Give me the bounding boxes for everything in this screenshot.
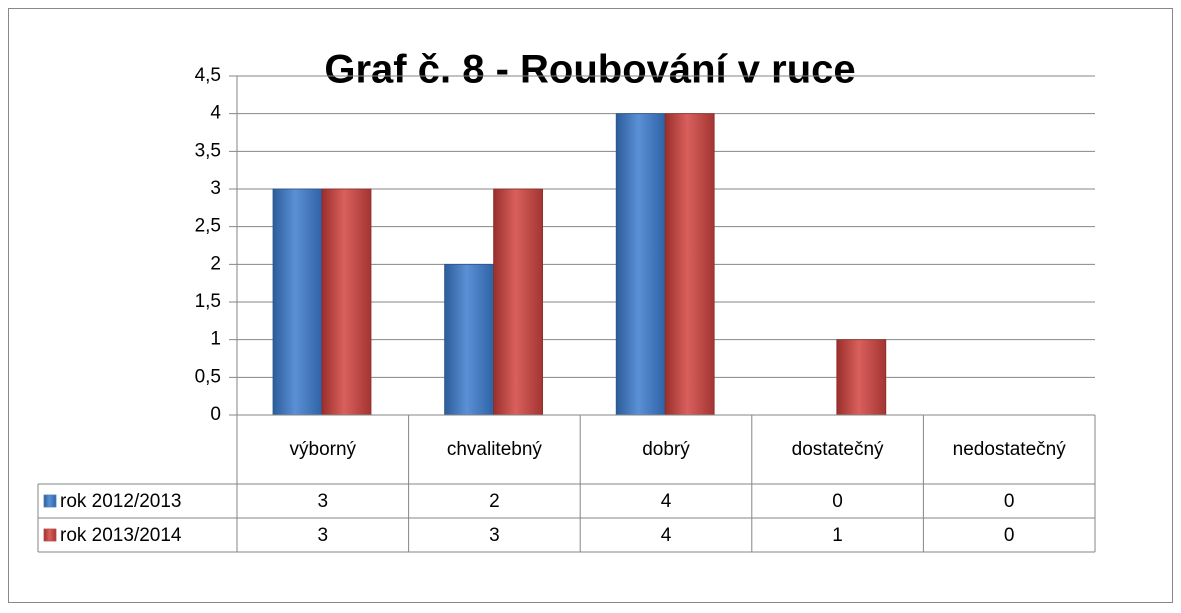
table-value: 3 [318,525,329,546]
bar [444,263,495,416]
legend-swatch [43,494,57,508]
bar [321,188,372,416]
y-tick-label: 2,5 [195,216,221,237]
x-tick-label: nedostatečný [952,438,1066,460]
bar [615,113,666,416]
y-tick-label: 0,5 [195,366,221,387]
table-value: 2 [489,491,500,512]
table-value: 3 [318,491,329,512]
category-cell: chvalitebný [446,438,542,460]
bar [272,188,323,416]
y-tick-label: 4,5 [195,65,221,86]
table-value: 0 [832,491,843,512]
chart-title: Graf č. 8 - Roubování v ruce [324,48,855,92]
x-tick-label: dostatečný [791,438,884,460]
bar [836,339,887,416]
x-tick-label: dobrý [642,438,690,460]
legend-label: rok 2013/2014 [60,525,182,546]
table-value: 1 [832,525,843,546]
table-value: 0 [1004,491,1015,512]
x-tick-label: výborný [289,438,357,460]
table-value: 3 [489,525,500,546]
bar [493,188,544,416]
y-tick-label: 3,5 [195,140,221,161]
bar [664,113,715,416]
table-value: 0 [1004,525,1015,546]
category-cell: výborný [289,438,357,460]
category-cell: nedostatečný [952,438,1066,460]
category-cell: dostatečný [791,438,884,460]
chart-frame [8,8,1173,603]
legend-swatch [43,528,57,542]
table-value: 4 [661,491,672,512]
y-tick-label: 4 [210,103,221,124]
x-tick-label: chvalitebný [446,438,542,460]
y-tick-label: 1 [210,329,221,350]
y-tick-label: 2 [210,253,221,274]
category-cell: dobrý [642,438,690,460]
y-tick-label: 1,5 [195,291,221,312]
y-tick-label: 0 [210,404,221,425]
legend-label: rok 2012/2013 [60,491,182,512]
table-value: 4 [661,525,672,546]
y-tick-label: 3 [210,178,221,199]
